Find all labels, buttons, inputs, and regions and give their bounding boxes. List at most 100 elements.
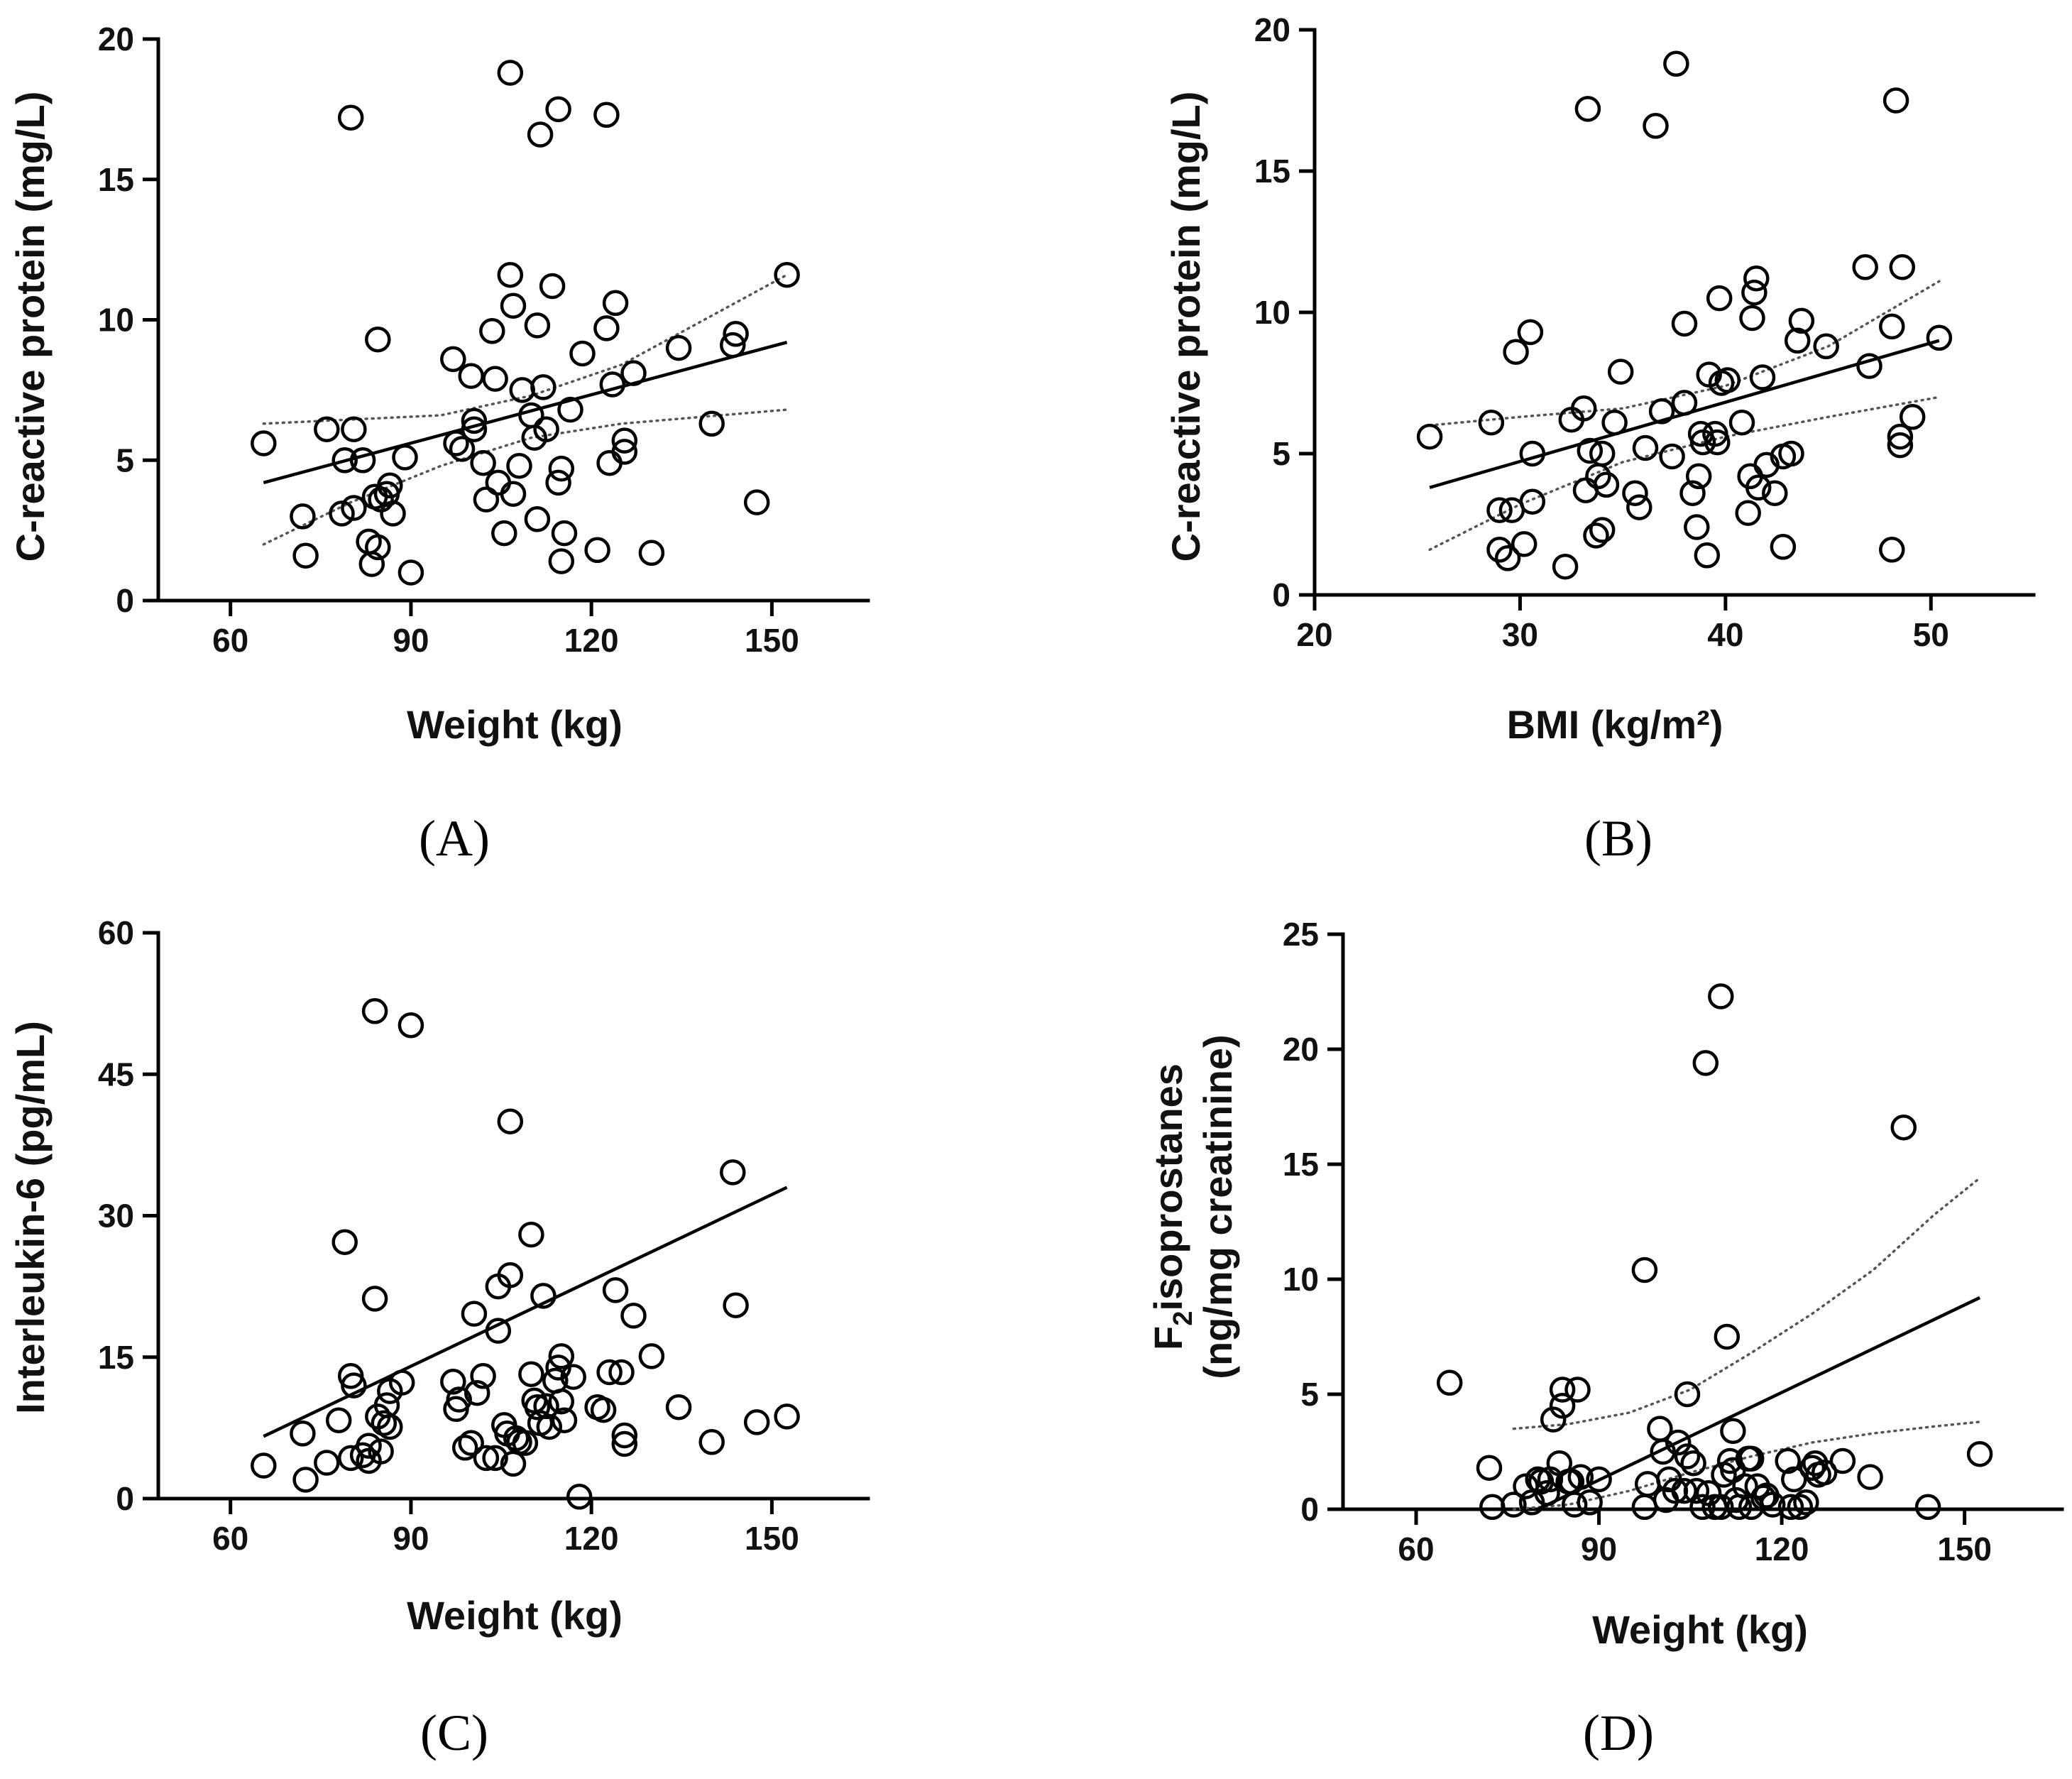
panel-a-data-point	[500, 292, 527, 319]
panel-c-data-point	[388, 1369, 415, 1396]
panel-c-data-point	[368, 1438, 394, 1465]
panel-d-data-point	[1665, 1429, 1692, 1456]
panel-d-data-point	[1708, 983, 1734, 1009]
panel-d-data-point	[1634, 1471, 1661, 1497]
panel-b-x-axis-title: BMI (kg/m²)	[1507, 702, 1723, 747]
panel-c-data-point	[440, 1369, 466, 1395]
panel-b-data-point	[1887, 432, 1914, 459]
panel-d-data-point	[1567, 1464, 1594, 1490]
panel-b-data-point	[1517, 319, 1544, 346]
panel-c-x-tick-label: 90	[393, 1520, 429, 1557]
panel-c-data-point	[518, 1361, 544, 1387]
panel-a-data-point	[743, 489, 770, 515]
panel-a-ci-lower-band	[262, 408, 789, 546]
panel-b-data-point	[1648, 398, 1675, 425]
panel-d-x-tick-label: 60	[1398, 1531, 1434, 1567]
panel-d-data-point	[1793, 1489, 1819, 1516]
panel-c: Interleukin-6 (pg/mL) Weight (kg) (C) 0 1…	[8, 914, 870, 1761]
panel-b-x-tick-label: 40	[1707, 616, 1743, 653]
panel-c-data-point	[356, 1433, 382, 1459]
panel-b-y-tick-label: 5	[1272, 435, 1290, 472]
panel-d-data-point	[1914, 1494, 1941, 1521]
panel-d-data-point	[1564, 1376, 1591, 1403]
panel-d-y-tick-label: 0	[1300, 1491, 1319, 1528]
panel-b-x-tick-label: 30	[1502, 616, 1538, 653]
panel-b-data-point	[1704, 429, 1731, 456]
panel-b-data-point	[1694, 542, 1721, 569]
panel-a-data-point	[443, 430, 469, 456]
panel-a-data-point	[473, 486, 500, 513]
panel-b-data-point	[1622, 480, 1648, 506]
panel-a-data-point	[365, 326, 391, 353]
panel-b-data-point	[1519, 488, 1546, 515]
panel-c-data-point	[743, 1409, 770, 1435]
panel-c-y-tick-label: 45	[98, 1056, 134, 1093]
panel-d-ci-lower-band	[1512, 1421, 1981, 1511]
panel-c-x-tick-label: 60	[212, 1520, 248, 1557]
panel-a-y-tick-label: 20	[98, 21, 134, 58]
panel-b-data-point	[1671, 390, 1698, 416]
panel-c-data-point	[461, 1301, 488, 1327]
panel-b-data-point	[1486, 537, 1513, 563]
panel-d-y-tick-label: 10	[1283, 1261, 1319, 1298]
panel-a-data-point	[665, 334, 692, 361]
panel-a-x-tick-label: 150	[745, 622, 799, 659]
panel-d-data-point	[1674, 1443, 1701, 1469]
panel-b-data-point	[1879, 537, 1905, 563]
panel-d-data-point	[1829, 1447, 1856, 1474]
panel-b-data-point	[1643, 113, 1669, 139]
panel-c-data-point	[331, 1229, 358, 1255]
panel-c-data-point	[292, 1467, 319, 1493]
panel-c-data-point	[251, 1452, 277, 1479]
panel-d-data-point	[1689, 1494, 1716, 1521]
panel-b-data-point	[1632, 434, 1659, 461]
panel-c-data-point	[596, 1359, 623, 1386]
panel-a-data-point	[398, 559, 424, 586]
panel-a-data-point	[491, 520, 517, 547]
panel-c-data-point	[464, 1379, 490, 1406]
panel-d-data-point	[1787, 1494, 1814, 1521]
panel-a-data-point	[569, 340, 596, 367]
panel-b-data-point	[1684, 514, 1710, 540]
panel-b-data-point	[1889, 254, 1916, 280]
panel-b-data-point	[1478, 409, 1505, 436]
panel-d-data-point	[1671, 1477, 1697, 1504]
panel-c-data-point	[611, 1422, 638, 1449]
panel-b-data-point	[1741, 279, 1767, 306]
panel-a-data-point	[341, 416, 367, 442]
panel-b-data-point	[1593, 471, 1620, 498]
panel-d-data-point	[1683, 1477, 1710, 1504]
panel-b-ci-lower-band	[1428, 395, 1941, 552]
panel-c-data-point	[560, 1364, 586, 1390]
panel-b-data-point	[1714, 367, 1741, 393]
panel-c-data-point	[314, 1450, 340, 1476]
panel-b-data-point	[1659, 443, 1685, 470]
panel-a-data-point	[485, 469, 512, 496]
panel-d: F2isoprostanes (ng/mg creatinine) Weight…	[1146, 916, 2064, 1761]
panel-a-data-point	[720, 332, 746, 358]
panel-a-data-point	[602, 290, 629, 317]
panel-b-data-point	[1770, 534, 1797, 560]
panel-b-data-point	[1511, 531, 1537, 557]
panel-d-y-tick-label: 25	[1283, 916, 1319, 953]
panel-d-data-point	[1966, 1440, 1993, 1467]
panel-a-data-point	[545, 469, 571, 496]
panel-a-y-tick-label: 15	[98, 161, 134, 198]
panel-c-data-point	[473, 1445, 500, 1472]
panel-c-data-point	[723, 1292, 749, 1318]
panel-a-y-axis-title: C-reactive protein (mg/L)	[8, 92, 53, 562]
panel-b-data-point	[1926, 324, 1953, 351]
panel-d-data-point	[1436, 1369, 1463, 1396]
panel-a-data-point	[290, 503, 316, 530]
panel-a-data-point	[698, 410, 725, 437]
panel-d-data-point	[1549, 1392, 1576, 1419]
panel-a-data-point	[593, 315, 620, 341]
panel-a-data-point	[524, 312, 551, 339]
panel-d-data-point	[1631, 1257, 1658, 1283]
panel-d-data-point	[1549, 1376, 1576, 1403]
panel-d-data-point	[1759, 1491, 1786, 1518]
panel-c-x-axis-title: Weight (kg)	[407, 1593, 623, 1638]
panel-b-y-tick-label: 15	[1254, 153, 1290, 190]
panel-a-data-point	[482, 366, 508, 392]
